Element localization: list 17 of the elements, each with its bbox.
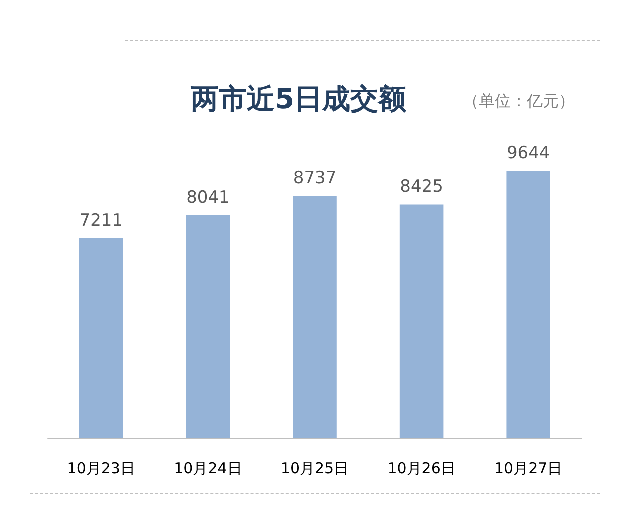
bar <box>186 215 230 438</box>
x-tick-label: 10月23日 <box>67 460 136 478</box>
data-label: 8425 <box>400 177 444 198</box>
data-label: 7211 <box>80 210 124 231</box>
x-tick-label: 10月24日 <box>174 460 242 478</box>
x-tick-label: 10月25日 <box>280 460 350 478</box>
data-label: 8041 <box>186 188 230 208</box>
bar <box>80 238 124 438</box>
chart-title: 两市近5日成交额 <box>190 82 408 116</box>
bar <box>293 196 337 438</box>
x-tick-label: 10月27日 <box>494 460 563 478</box>
data-label: 9644 <box>506 144 550 164</box>
bar <box>400 204 444 438</box>
text: （单位：亿元） <box>463 92 575 110</box>
x-tick-label: 10月26日 <box>388 460 456 478</box>
data-label: 8737 <box>293 168 337 189</box>
bar <box>506 171 550 438</box>
